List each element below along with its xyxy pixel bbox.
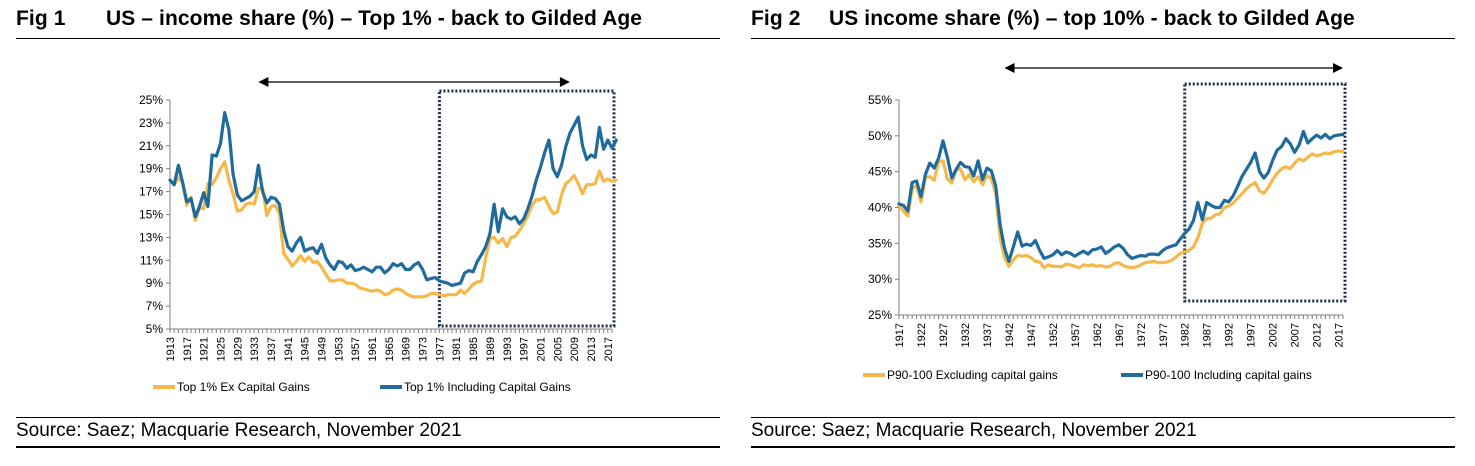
x-tick-label: 2009 (569, 337, 581, 361)
figure-2-label: Fig 2 (751, 7, 801, 30)
x-tick-label: 1993 (502, 337, 514, 361)
x-tick-label: 1961 (367, 337, 379, 361)
x-tick-label: 1957 (350, 337, 362, 361)
figure-1-source: Source: Saez; Macquarie Research, Novemb… (16, 420, 462, 441)
x-tick-label: 1969 (401, 337, 413, 361)
x-tick-label: 1977 (434, 337, 446, 361)
legend-label: P90-100 Excluding capital gains (887, 368, 1058, 382)
y-tick-label: 25% (868, 308, 892, 322)
x-tick-label: 1945 (300, 337, 312, 361)
x-tick-label: 1962 (1092, 323, 1104, 347)
figure-1-panel: Fig 1 US – income share (%) – Top 1% - ba… (0, 0, 735, 466)
x-tick-label: 1925 (216, 337, 228, 361)
x-tick-label: 1972 (1136, 323, 1148, 347)
y-tick-label: 7% (146, 299, 164, 313)
x-tick-label: 1949 (317, 337, 329, 361)
x-tick-label: 1917 (894, 323, 906, 347)
y-tick-label: 21% (139, 139, 163, 153)
x-tick-label: 1937 (266, 337, 278, 361)
x-tick-label: 1965 (384, 337, 396, 361)
x-tick-label: 1929 (232, 337, 244, 361)
figure-2-chart: 25% 30% 35% 40% 45% 50% 55% 1917 1922 1927 1932 193… (863, 63, 1347, 382)
figure-1-source-rule-top (16, 417, 720, 418)
figure-1-title-text: US – income share (%) – Top 1% - back to… (106, 7, 643, 30)
y-tick-label: 50% (868, 129, 892, 143)
x-tick-label: 2007 (1290, 323, 1302, 347)
x-tick-label: 2002 (1268, 323, 1280, 347)
y-tick-label: 40% (868, 201, 892, 215)
y-tick-label: 45% (868, 165, 892, 179)
x-tick-label: 1987 (1202, 323, 1214, 347)
x-tick-label: 2012 (1312, 323, 1324, 347)
y-tick-label: 5% (146, 322, 164, 336)
legend-label: P90-100 Including capital gains (1145, 368, 1312, 382)
period-arrow-head-right (559, 77, 570, 87)
x-tick-label: 1941 (283, 337, 295, 361)
x-tick-label: 2017 (1334, 323, 1346, 347)
x-tick-label: 1981 (451, 337, 463, 361)
x-tick-label: 1922 (916, 323, 928, 347)
y-tick-label: 11% (140, 253, 163, 267)
y-tick-label: 30% (868, 272, 892, 286)
x-tick-label: 2013 (586, 337, 598, 361)
x-tick-label: 1932 (960, 323, 972, 347)
figure-1-title: Fig 1 US – income share (%) – Top 1% - ba… (16, 7, 642, 31)
x-tick-label: 1989 (485, 337, 497, 361)
x-tick-label: 1977 (1158, 323, 1170, 347)
x-tick-label: 1957 (1070, 323, 1082, 347)
y-tick-label: 13% (139, 230, 163, 244)
y-tick-label: 35% (868, 236, 892, 250)
x-tick-label: 1942 (1004, 323, 1016, 347)
figure-2-title-rule (751, 38, 1455, 39)
figure-2-source-rule-bottom (751, 446, 1455, 448)
x-tick-label: 1997 (1246, 323, 1258, 347)
y-tick-label: 55% (868, 93, 892, 107)
series-line-including-capital-gains (168, 110, 618, 288)
series-line-ex-capital-gains (168, 160, 618, 299)
series-line-including-capital-gains (897, 129, 1345, 263)
x-tick-label: 1947 (1026, 323, 1038, 347)
x-tick-label: 2005 (552, 337, 564, 361)
x-tick-label: 2001 (535, 337, 547, 361)
x-tick-label: 1933 (249, 337, 261, 361)
x-tick-label: 1913 (165, 337, 177, 361)
y-tick-label: 17% (139, 185, 163, 199)
legend-label: Top 1% Ex Capital Gains (177, 380, 310, 394)
figure-2-source-rule-top (751, 417, 1455, 418)
period-arrow-head-left (1004, 63, 1015, 73)
x-tick-label: 1927 (938, 323, 950, 347)
figure-1-chart: 5% 7% 9% 11% 13% 15% 17% 19% 21% 23% 25% 1913 1917 19… (139, 77, 618, 394)
x-tick-label: 1973 (418, 337, 430, 361)
period-arrow-head-left (258, 77, 269, 87)
highlight-box (1183, 82, 1347, 303)
x-tick-label: 1982 (1180, 323, 1192, 347)
x-tick-label: 1992 (1224, 323, 1236, 347)
figure-1-label: Fig 1 (16, 7, 66, 30)
highlight-box (437, 89, 616, 328)
period-arrow-head-right (1333, 63, 1343, 73)
y-tick-label: 25% (139, 93, 163, 107)
figure-1-source-rule-bottom (16, 446, 720, 448)
x-tick-label: 1921 (199, 337, 211, 361)
figure-1-title-rule (16, 38, 720, 39)
figure-2-title: Fig 2 US income share (%) – top 10% - bac… (751, 7, 1355, 31)
x-tick-label: 1937 (982, 323, 994, 347)
x-tick-label: 1917 (182, 337, 194, 361)
x-tick-label: 1952 (1048, 323, 1060, 347)
y-tick-label: 9% (146, 276, 164, 290)
x-tick-label: 1985 (468, 337, 480, 361)
x-tick-label: 1967 (1114, 323, 1126, 347)
legend-label: Top 1% Including Capital Gains (404, 380, 571, 394)
series-line-ex-capital-gains (897, 149, 1345, 270)
y-tick-label: 23% (139, 116, 163, 130)
x-tick-label: 2017 (603, 337, 615, 361)
figure-2-panel: Fig 2 US income share (%) – top 10% - bac… (735, 0, 1475, 466)
figure-2-title-text: US income share (%) – top 10% - back to … (829, 7, 1355, 30)
x-tick-label: 1953 (333, 337, 345, 361)
y-tick-label: 19% (139, 162, 163, 176)
y-tick-label: 15% (139, 208, 163, 222)
figure-2-source: Source: Saez; Macquarie Research, Novemb… (751, 420, 1197, 441)
x-tick-label: 1997 (519, 337, 531, 361)
